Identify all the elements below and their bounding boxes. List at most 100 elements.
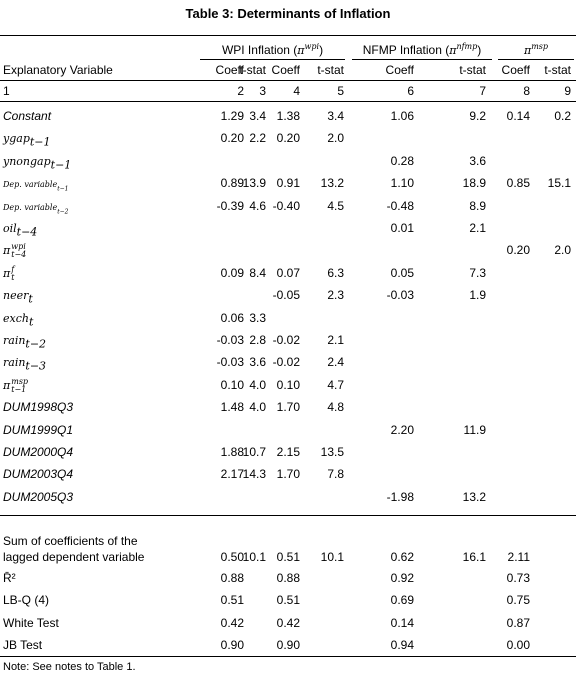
column-number: 2: [237, 84, 244, 98]
cell: 0.20: [220, 131, 244, 146]
cell: 0.07: [276, 265, 300, 280]
cell: 0.94: [390, 638, 414, 652]
cell: 1.48: [220, 400, 244, 415]
group-sup: wpi: [304, 42, 320, 51]
column-header: t-stat: [239, 63, 266, 77]
cell: 3.6: [469, 153, 486, 168]
column-header: t-stat: [544, 63, 571, 77]
cell: 7.8: [327, 467, 344, 482]
cell: 8.9: [469, 198, 486, 213]
cell: 0.88: [220, 571, 244, 585]
cell: -0.03: [216, 355, 244, 370]
cell: -0.02: [272, 333, 300, 347]
group-sup: msp: [531, 42, 549, 51]
row-label: neert: [3, 288, 33, 306]
cell: -0.39: [216, 198, 244, 213]
label-sub: t−1: [29, 135, 51, 149]
row-label: Dep. variablet−1: [3, 176, 68, 196]
label-sub: t−2: [25, 337, 47, 351]
column-header: Explanatory Variable: [3, 63, 113, 77]
cell: 2.1: [469, 221, 486, 235]
cell: 13.2: [320, 176, 344, 191]
cell: 3.4: [327, 109, 344, 123]
cell: 2.1: [327, 333, 344, 347]
column-number: 9: [564, 84, 571, 98]
group-underline: [200, 59, 345, 60]
cell: -0.40: [272, 198, 300, 213]
cell: -0.05: [272, 288, 300, 303]
column-header: Coeff: [215, 63, 244, 77]
row-label: LB-Q (4): [3, 593, 50, 607]
cell: 10.1: [320, 550, 344, 564]
group-underline: [498, 59, 574, 60]
cell: 13.2: [462, 489, 486, 504]
cell: 0.51: [220, 593, 244, 607]
cell: 1.29: [220, 109, 244, 123]
cell: 9.2: [469, 109, 486, 123]
cell: 2.4: [327, 355, 344, 370]
cell: 0.88: [276, 571, 300, 585]
column-number: 7: [479, 84, 486, 98]
cell: 0.01: [390, 221, 414, 235]
row-label: Sum of coefficients of the: [3, 534, 138, 548]
cell: -0.03: [216, 333, 244, 347]
cell: 11.9: [463, 422, 486, 437]
label-base: π: [3, 244, 11, 258]
cell: 0.91: [276, 176, 300, 191]
rule: [0, 80, 576, 81]
label-sub: t: [28, 292, 33, 306]
cell: 0.89: [220, 176, 244, 191]
table-note: Note: See notes to Table 1.: [3, 661, 136, 673]
row-label: raint−2: [3, 333, 46, 351]
rule: [0, 35, 576, 36]
column-header: Coeff: [501, 63, 530, 77]
row-label: DUM2003Q4: [3, 467, 74, 482]
row-label: R̄²: [3, 571, 16, 585]
group-sup: nfmp: [456, 42, 478, 51]
rule: [0, 656, 576, 657]
cell: 16.1: [462, 550, 486, 564]
cell: 4.6: [249, 198, 266, 213]
cell: 2.2: [249, 131, 266, 146]
label-script: wpi t−4: [11, 243, 26, 259]
label-sub: t−2: [57, 207, 69, 215]
cell: 0.85: [506, 176, 530, 191]
group-header: NFMP Inflation (πnfmp): [352, 40, 492, 58]
cell: 15.1: [547, 176, 571, 191]
label-sub: t−1: [50, 158, 72, 172]
group-header: WPI Inflation (πwpi): [200, 40, 345, 58]
label-sub: t−1: [57, 185, 69, 193]
cell: 0.51: [276, 593, 300, 607]
row-label: π msp t−1: [3, 377, 28, 394]
group-symbol: π: [449, 44, 457, 57]
label-base: π: [3, 378, 11, 392]
cell: 13.9: [242, 176, 266, 191]
row-label: ygapt−1: [3, 131, 51, 149]
row-label: DUM2005Q3: [3, 489, 74, 504]
cell: 2.0: [327, 131, 344, 146]
cell: 0.14: [506, 109, 530, 123]
cell: 0.50: [220, 550, 244, 564]
row-label: π wpi t−4: [3, 243, 26, 259]
group-symbol: π: [523, 44, 532, 57]
rule: [0, 101, 576, 102]
label-base: Dep. variable: [3, 202, 58, 212]
label-base: neer: [3, 289, 29, 303]
cell: 8.4: [249, 265, 266, 280]
cell: 3.3: [249, 310, 266, 325]
row-label: DUM2000Q4: [3, 445, 74, 459]
cell: 2.11: [507, 550, 530, 564]
row-label: White Test: [3, 616, 59, 630]
label-sub: t−3: [25, 359, 47, 373]
row-label: lagged dependent variable: [3, 550, 145, 564]
cell: 0.05: [390, 265, 414, 280]
cell: -1.98: [386, 489, 414, 504]
label-base: ygap: [3, 132, 30, 146]
cell: 3.6: [249, 355, 266, 370]
cell: 10.1: [242, 550, 266, 564]
cell: 13.5: [320, 445, 344, 459]
cell: 6.3: [327, 265, 344, 280]
label-sub: t: [11, 272, 15, 282]
